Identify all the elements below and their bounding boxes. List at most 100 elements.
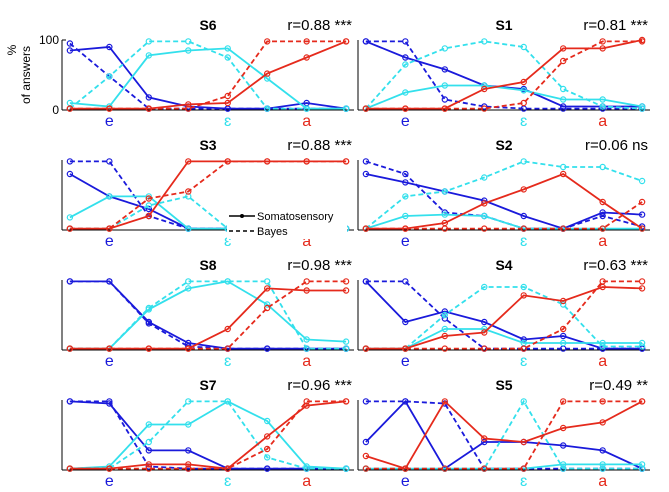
data-point: [520, 292, 527, 299]
x-category-label: ɛ: [224, 473, 231, 490]
legend-box: [227, 207, 347, 239]
data-point: [520, 158, 527, 165]
data-point: [66, 345, 74, 352]
data-point: [520, 87, 527, 94]
data-point: [224, 398, 231, 405]
data-point: [66, 170, 74, 178]
data-point: [303, 105, 310, 112]
series-a-dashed: [69, 280, 347, 350]
x-category-label: a: [302, 473, 311, 490]
series-a-dashed: [365, 280, 643, 350]
series-eps-solid: [365, 213, 643, 230]
data-point: [106, 278, 113, 285]
data-point: [224, 99, 231, 107]
x-category-label: a: [598, 353, 607, 370]
panel-statistic: r=0.63 ***: [583, 257, 648, 274]
y-tick-label: 100: [39, 33, 59, 47]
data-point: [599, 278, 606, 285]
data-point: [263, 70, 271, 77]
data-point: [481, 435, 488, 442]
data-point: [362, 278, 370, 285]
series-eps-dashed: [365, 160, 643, 230]
series-eps-dashed: [69, 280, 347, 350]
data-point: [145, 345, 153, 352]
series-eps-solid: [69, 400, 347, 470]
series-eps-dashed: [365, 399, 643, 470]
data-point: [599, 198, 606, 206]
data-point: [263, 285, 271, 292]
data-point: [303, 278, 310, 285]
data-point: [402, 318, 409, 326]
data-point: [559, 424, 567, 432]
data-point: [66, 278, 74, 285]
data-point: [520, 212, 527, 220]
panel-s4: e ɛ a S4 r=0.63 ***: [357, 257, 650, 370]
data-point: [106, 73, 113, 80]
series-e-dashed: [365, 400, 643, 470]
data-point: [402, 465, 409, 472]
series-e-solid: [69, 400, 347, 470]
panel-grid: 0 100 e ɛ a S6 r=0.88 *** e ɛ a S1 r=0.81 *** e ɛ a S3 r…: [39, 17, 650, 490]
data-point: [224, 45, 231, 52]
data-point: [263, 304, 271, 312]
data-point: [599, 465, 606, 472]
data-point: [342, 278, 350, 285]
data-point: [520, 225, 527, 232]
x-category-label: e: [105, 473, 114, 490]
data-point: [106, 398, 113, 405]
panel-s2: e ɛ a S2 r=0.06 ns: [357, 137, 650, 250]
x-category-label: e: [401, 233, 410, 250]
x-category-label: e: [401, 113, 410, 130]
data-point: [263, 417, 271, 425]
data-point: [638, 177, 646, 185]
data-point: [559, 398, 567, 405]
data-point: [599, 225, 606, 232]
data-point: [481, 465, 488, 472]
panel-title: S5: [495, 377, 512, 393]
panel-s5: e ɛ a S5 r=0.49 **: [357, 377, 650, 490]
data-point: [481, 225, 488, 232]
data-point: [185, 105, 192, 112]
data-point: [481, 283, 488, 291]
data-point: [559, 57, 567, 65]
series-eps-dashed: [69, 40, 347, 110]
data-point: [638, 343, 646, 350]
data-point: [185, 278, 192, 285]
data-point: [559, 85, 567, 93]
data-point: [185, 447, 192, 454]
data-point: [66, 158, 74, 165]
data-point: [145, 202, 153, 209]
data-point: [402, 105, 409, 112]
series-a-solid: [69, 40, 347, 110]
data-point: [145, 212, 153, 220]
data-point: [224, 278, 231, 285]
data-point: [66, 40, 74, 47]
panel-title: S8: [199, 257, 216, 273]
panel-title: S4: [495, 257, 512, 273]
series-e-solid: [365, 280, 643, 350]
data-point: [520, 99, 527, 107]
x-category-label: e: [105, 353, 114, 370]
panel-statistic: r=0.81 ***: [583, 17, 648, 34]
x-category-label: ɛ: [224, 353, 231, 370]
series-a-solid: [365, 286, 643, 350]
panel-title: S1: [495, 17, 512, 33]
data-point: [638, 398, 646, 405]
data-point: [441, 105, 449, 112]
data-point: [145, 94, 153, 101]
series-a-dashed: [365, 201, 643, 230]
data-point: [481, 329, 488, 336]
data-point: [520, 78, 527, 86]
series-e-dashed: [69, 280, 347, 350]
data-point: [185, 225, 192, 232]
data-point: [145, 447, 153, 454]
data-point: [263, 465, 271, 472]
data-point: [342, 398, 350, 405]
series-e-solid: [365, 399, 643, 470]
data-point: [66, 398, 74, 405]
data-point: [559, 297, 567, 305]
panel-s1: e ɛ a S1 r=0.81 ***: [357, 17, 650, 130]
series-e-solid: [365, 173, 643, 230]
data-point: [145, 304, 153, 312]
series-eps-solid: [365, 84, 643, 110]
